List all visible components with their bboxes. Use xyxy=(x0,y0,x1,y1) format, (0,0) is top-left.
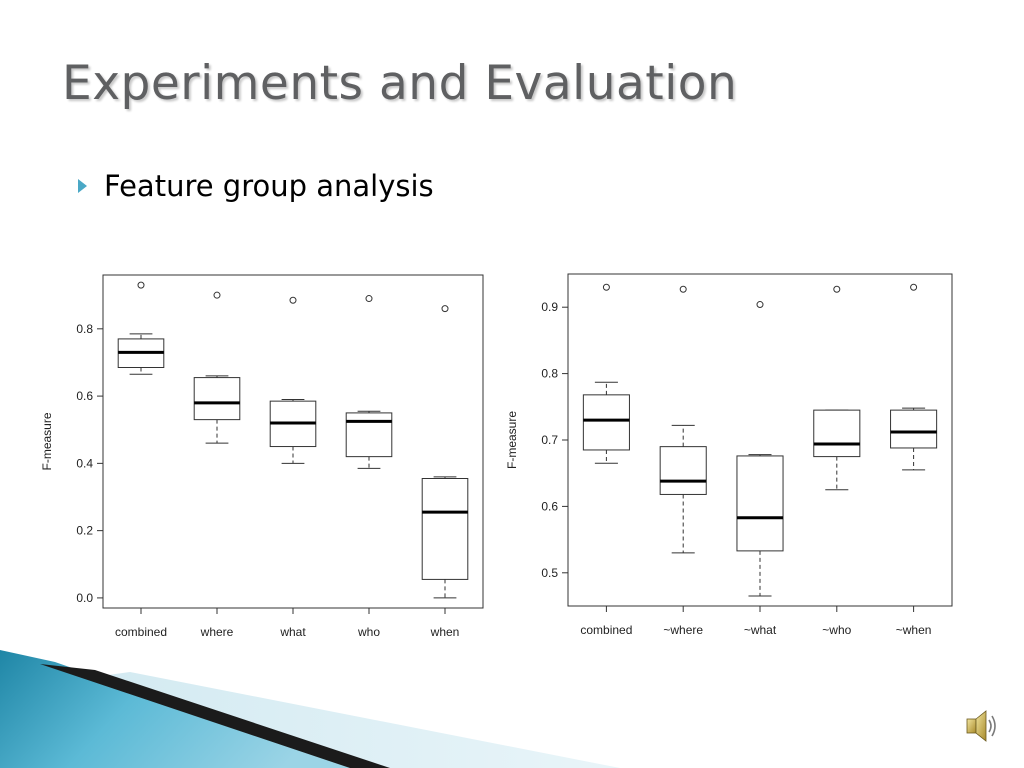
box-iqr xyxy=(193,377,241,421)
x-tick-label: when xyxy=(430,625,460,639)
box-iqr xyxy=(345,412,393,458)
outlier-point xyxy=(833,285,841,293)
box-who xyxy=(813,285,861,491)
x-tick-label: ~when xyxy=(896,623,932,637)
speaker-icon[interactable] xyxy=(964,706,1000,746)
boxplot-chart-feature-groups: 0.0 0.2 0.4 0.6 0.8 F-measure combined where wha… xyxy=(40,274,484,639)
x-tick-label: ~where xyxy=(663,623,703,637)
x-tick-label: ~what xyxy=(744,623,777,637)
y-tick-label: 0.8 xyxy=(541,367,558,381)
swoosh-dark-band xyxy=(40,664,390,768)
y-axis-label: F-measure xyxy=(505,411,519,469)
y-tick-label: 0.8 xyxy=(76,322,93,336)
x-tick-label: combined xyxy=(580,623,632,637)
slide-title: Experiments and Evaluation xyxy=(62,56,738,111)
outlier-point xyxy=(137,281,145,289)
x-tick-label: combined xyxy=(115,625,167,639)
outlier-point xyxy=(365,295,373,303)
boxplot-chart-without-feature-group: 0.5 0.6 0.7 0.8 0.9 F-measure combined ~where ~w… xyxy=(505,273,953,637)
x-tick-label: what xyxy=(279,625,306,639)
box-when xyxy=(890,283,938,471)
box-iqr xyxy=(813,409,861,458)
y-tick-label: 0.9 xyxy=(541,300,558,314)
y-tick-label: 0.0 xyxy=(76,591,93,605)
x-tick-label: who xyxy=(357,625,380,639)
box-iqr xyxy=(582,394,630,451)
outlier-point xyxy=(289,296,297,304)
box-iqr xyxy=(421,478,469,580)
y-axis-label: F-measure xyxy=(40,412,54,470)
triangle-bullet-icon xyxy=(78,179,87,193)
outlier-point xyxy=(910,283,918,291)
box-where xyxy=(193,291,241,444)
box-what xyxy=(736,301,784,597)
y-tick-label: 0.2 xyxy=(76,524,93,538)
y-tick-label: 0.6 xyxy=(541,499,558,513)
y-tick-label: 0.5 xyxy=(541,566,558,580)
outlier-point xyxy=(213,291,221,299)
box-when xyxy=(421,305,469,599)
box-iqr xyxy=(736,455,784,552)
y-tick-label: 0.7 xyxy=(541,433,558,447)
y-tick-label: 0.6 xyxy=(76,389,93,403)
y-tick-label: 0.4 xyxy=(76,456,93,470)
box-iqr xyxy=(659,446,707,495)
outlier-point xyxy=(679,285,687,293)
outlier-point xyxy=(756,301,764,309)
x-tick-label: where xyxy=(200,625,234,639)
x-tick-label: ~who xyxy=(822,623,851,637)
bullet-text: Feature group analysis xyxy=(104,169,434,203)
box-iqr xyxy=(890,409,938,449)
box-combined xyxy=(582,283,630,464)
box-combined xyxy=(117,281,165,375)
bullet-item: Feature group analysis xyxy=(72,166,434,206)
box-where xyxy=(659,285,707,554)
box-what xyxy=(269,296,317,464)
box-who xyxy=(345,295,393,469)
outlier-point xyxy=(441,305,449,313)
outlier-point xyxy=(602,283,610,291)
